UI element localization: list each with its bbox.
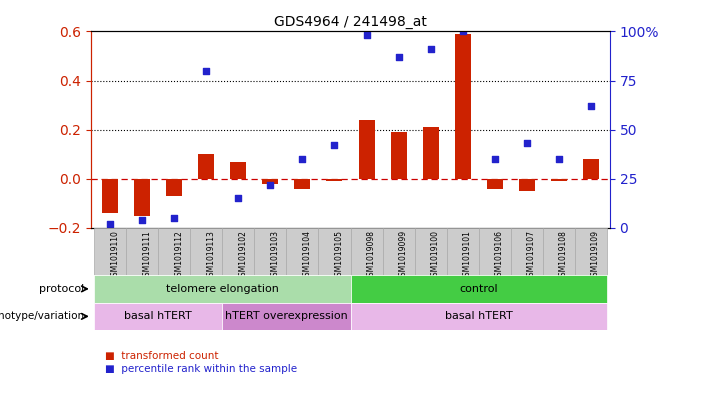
Text: ■  percentile rank within the sample: ■ percentile rank within the sample <box>105 364 297 375</box>
Bar <box>95 303 222 330</box>
Point <box>233 195 244 202</box>
Bar <box>231 162 247 179</box>
Text: GSM1019102: GSM1019102 <box>238 230 247 281</box>
Point <box>329 142 340 149</box>
Bar <box>135 179 151 216</box>
Point <box>393 54 404 60</box>
Bar <box>414 228 447 275</box>
Bar <box>510 228 543 275</box>
Text: GSM1019101: GSM1019101 <box>463 230 472 281</box>
Point <box>137 217 148 223</box>
Bar <box>166 179 182 196</box>
Bar <box>583 159 599 179</box>
Bar <box>222 228 254 275</box>
Text: GSM1019100: GSM1019100 <box>430 230 440 281</box>
Bar <box>519 179 535 191</box>
Text: telomere elongation: telomere elongation <box>166 284 279 294</box>
Bar <box>95 275 350 303</box>
Text: basal hTERT: basal hTERT <box>125 311 192 321</box>
Title: GDS4964 / 241498_at: GDS4964 / 241498_at <box>274 15 427 29</box>
Point <box>169 215 180 221</box>
Bar <box>254 228 287 275</box>
Text: GSM1019105: GSM1019105 <box>334 230 343 281</box>
Point <box>425 46 436 52</box>
Text: GSM1019111: GSM1019111 <box>142 230 151 281</box>
Text: ■  transformed count: ■ transformed count <box>105 351 219 361</box>
Text: GSM1019112: GSM1019112 <box>175 230 184 281</box>
Point <box>521 140 532 147</box>
Text: GSM1019103: GSM1019103 <box>271 230 280 281</box>
Text: GSM1019110: GSM1019110 <box>110 230 119 281</box>
Bar <box>294 179 311 189</box>
Bar <box>222 303 350 330</box>
Bar <box>390 132 407 179</box>
Text: protocol: protocol <box>39 284 84 294</box>
Bar <box>198 154 215 179</box>
Bar <box>447 228 479 275</box>
Text: GSM1019107: GSM1019107 <box>526 230 536 281</box>
Bar <box>287 228 318 275</box>
Bar <box>350 303 606 330</box>
Bar <box>479 228 510 275</box>
Text: GSM1019113: GSM1019113 <box>206 230 215 281</box>
Bar <box>95 228 126 275</box>
Text: basal hTERT: basal hTERT <box>444 311 512 321</box>
Text: GSM1019098: GSM1019098 <box>367 230 376 281</box>
Bar <box>543 228 575 275</box>
Bar <box>350 275 606 303</box>
Bar <box>383 228 414 275</box>
Point <box>585 103 597 109</box>
Text: GSM1019104: GSM1019104 <box>302 230 311 281</box>
Bar <box>454 34 470 179</box>
Point <box>361 32 372 39</box>
Text: control: control <box>459 284 498 294</box>
Bar <box>158 228 191 275</box>
Text: GSM1019099: GSM1019099 <box>399 230 407 281</box>
Bar <box>327 179 343 181</box>
Text: hTERT overexpression: hTERT overexpression <box>225 311 348 321</box>
Bar <box>350 228 383 275</box>
Text: GSM1019106: GSM1019106 <box>495 230 503 281</box>
Point <box>265 182 276 188</box>
Bar <box>575 228 606 275</box>
Bar <box>191 228 222 275</box>
Bar <box>126 228 158 275</box>
Bar <box>262 179 278 184</box>
Text: GSM1019109: GSM1019109 <box>591 230 599 281</box>
Point <box>553 156 564 162</box>
Bar <box>358 120 374 179</box>
Point <box>104 221 116 227</box>
Point <box>297 156 308 162</box>
Bar <box>318 228 350 275</box>
Bar <box>550 179 566 181</box>
Bar <box>423 127 439 179</box>
Bar <box>486 179 503 189</box>
Text: GSM1019108: GSM1019108 <box>559 230 568 281</box>
Point <box>489 156 501 162</box>
Point <box>200 68 212 74</box>
Text: genotype/variation: genotype/variation <box>0 311 84 321</box>
Point <box>457 28 468 35</box>
Bar <box>102 179 118 213</box>
